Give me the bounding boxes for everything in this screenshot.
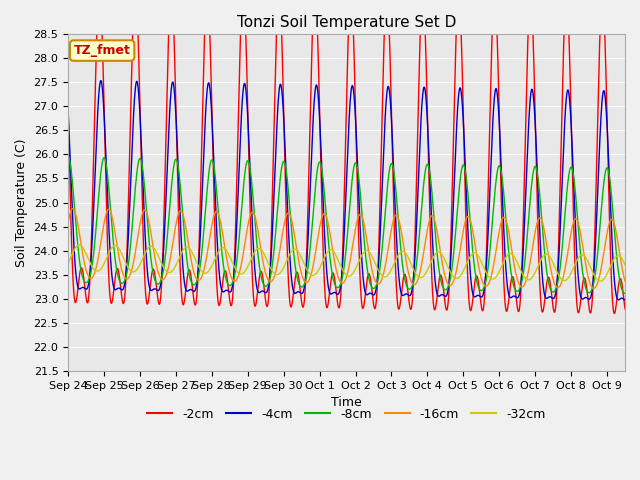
-2cm [605,203,613,208]
-4cm [335,289,343,295]
-32cm [596,278,604,284]
-4cm [621,297,629,303]
-16cm [621,278,629,284]
-16cm [335,277,343,283]
-8cm [605,168,612,174]
-8cm [93,219,100,225]
-4cm [64,111,72,117]
-2cm [605,191,612,197]
-2cm [321,281,328,287]
-4cm [605,169,613,175]
Title: Tonzi Soil Temperature Set D: Tonzi Soil Temperature Set D [237,15,456,30]
Line: -8cm: -8cm [68,157,625,293]
-16cm [64,219,72,225]
-16cm [605,220,613,226]
-8cm [605,170,612,176]
-4cm [93,134,100,140]
-16cm [321,211,328,216]
-4cm [97,78,104,84]
-16cm [69,205,77,211]
-2cm [611,311,618,316]
Text: TZ_fmet: TZ_fmet [74,44,131,57]
-4cm [321,229,328,235]
-2cm [621,306,629,312]
-16cm [590,286,598,291]
-32cm [605,266,613,272]
-16cm [93,262,100,268]
-32cm [76,242,83,248]
-32cm [93,268,100,274]
-2cm [64,104,72,109]
Y-axis label: Soil Temperature (C): Soil Temperature (C) [15,138,28,267]
-16cm [503,220,511,226]
-32cm [503,253,511,259]
Line: -16cm: -16cm [68,208,625,288]
-8cm [320,187,328,193]
-8cm [621,290,629,296]
-32cm [321,254,328,260]
Line: -4cm: -4cm [68,81,625,300]
Legend: -2cm, -4cm, -8cm, -16cm, -32cm: -2cm, -4cm, -8cm, -16cm, -32cm [142,403,551,426]
-4cm [503,278,511,284]
-4cm [605,163,612,168]
X-axis label: Time: Time [332,396,362,409]
-2cm [503,308,511,314]
Line: -32cm: -32cm [68,245,625,281]
-8cm [503,225,511,231]
-8cm [64,154,72,160]
-8cm [335,284,343,290]
-32cm [605,266,613,272]
-32cm [335,260,343,265]
-16cm [605,221,613,227]
Line: -2cm: -2cm [68,0,625,313]
-32cm [64,260,72,266]
-32cm [621,262,629,267]
-2cm [93,35,100,40]
-2cm [335,305,343,311]
